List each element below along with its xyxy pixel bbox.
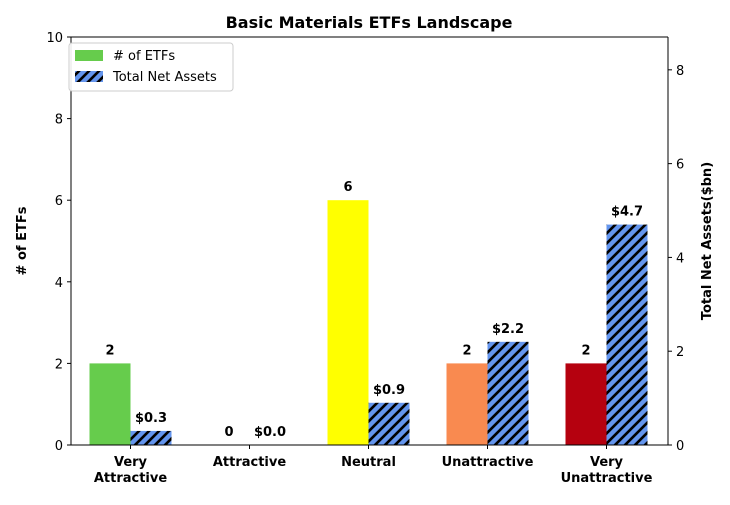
bar-label-etf-count: 2 [462, 343, 471, 358]
bar-etf-count [327, 200, 369, 445]
legend-swatch-etf-count [75, 50, 103, 61]
plot-area: 2 $0.3 0 $0.0 6 $0.9 2 $2.2 2 $4.7 0 2 4 6 8 10 0 2 4 6 8 Ver… [46, 31, 684, 486]
bar-label-net-assets: $2.2 [492, 322, 524, 337]
bar-label-etf-count: 6 [343, 180, 352, 195]
legend-box [68, 42, 234, 92]
chart-title: Basic Materials ETFs Landscape [226, 13, 513, 32]
y-tick-label-left: 10 [46, 31, 63, 46]
bar-label-net-assets: $4.7 [611, 205, 643, 220]
bar-label-net-assets: $0.3 [135, 411, 167, 426]
x-tick-label: Unattractive [442, 455, 534, 470]
y-tick-label-left: 6 [55, 194, 63, 209]
bar-etf-count [565, 363, 607, 445]
y-tick-label-right: 0 [676, 439, 684, 454]
bar-label-net-assets: $0.0 [254, 425, 286, 440]
x-tick-label: Attractive [213, 455, 287, 470]
y-tick-label-left: 8 [55, 113, 63, 128]
bar-label-etf-count: 0 [224, 425, 233, 440]
bar-etf-count [446, 363, 488, 445]
y-tick-label-right: 6 [676, 158, 684, 173]
y-tick-label-left: 0 [55, 439, 63, 454]
y-tick-label-left: 2 [55, 357, 63, 372]
bar-etf-count [89, 363, 131, 445]
y-tick-label-right: 4 [676, 251, 684, 266]
legend-label-net-assets: Total Net Assets [112, 70, 217, 85]
y-tick-label-right: 8 [676, 64, 684, 79]
bar-label-net-assets: $0.9 [373, 383, 405, 398]
bar-net-assets [368, 402, 410, 445]
bar-label-etf-count: 2 [581, 343, 590, 358]
bar-net-assets [487, 341, 529, 445]
x-tick-label: Very [590, 455, 624, 470]
legend-swatch-net-assets [75, 71, 103, 82]
bar-net-assets [130, 430, 172, 445]
bar-label-etf-count: 2 [105, 343, 114, 358]
x-tick-label: Neutral [341, 455, 396, 470]
x-tick-label: Attractive [94, 471, 168, 486]
y-axis-label-right: Total Net Assets($bn) [700, 162, 715, 320]
y-tick-label-right: 2 [676, 345, 684, 360]
y-tick-label-left: 4 [55, 276, 63, 291]
x-tick-label: Very [114, 455, 148, 470]
y-axis-label-left: # of ETFs [15, 206, 30, 275]
legend-label-etf-count: # of ETFs [113, 49, 175, 64]
bar-net-assets [606, 224, 648, 445]
x-tick-label: Unattractive [561, 471, 653, 486]
